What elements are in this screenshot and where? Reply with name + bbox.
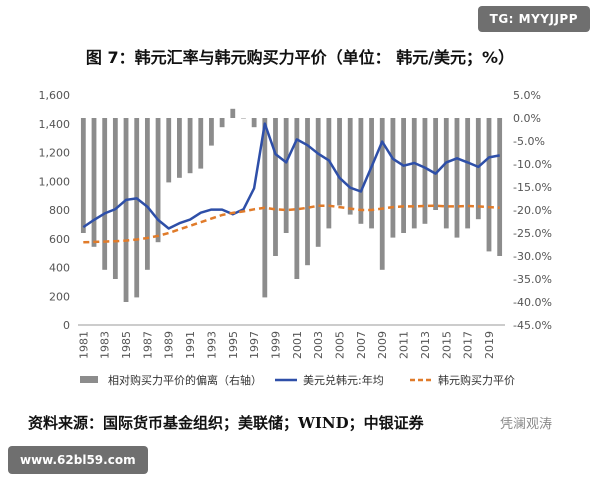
x-tick-label: 2005 xyxy=(334,331,347,359)
chart-title: 图 7：韩元汇率与韩元购买力平价（单位： 韩元/美元；%） xyxy=(85,48,515,67)
x-tick-label: 1981 xyxy=(77,331,90,359)
deviation-bar xyxy=(497,118,503,256)
deviation-bar xyxy=(390,118,396,238)
deviation-bar xyxy=(273,118,278,256)
x-tick-label: 1991 xyxy=(184,331,197,359)
deviation-bar xyxy=(422,118,428,224)
deviation-bar xyxy=(187,118,193,174)
krw-ppp-line xyxy=(83,204,500,244)
x-tick-label: 2019 xyxy=(483,331,496,359)
x-tick-label: 2009 xyxy=(376,331,389,359)
x-tick-label: 2003 xyxy=(312,331,325,359)
deviation-bar xyxy=(465,118,471,229)
krw-usd-line xyxy=(82,122,500,230)
x-tick-label: 2001 xyxy=(291,331,304,359)
deviation-bar xyxy=(230,108,236,118)
website-badge: www.62bl59.com xyxy=(8,446,148,474)
left-tick-label: 0 xyxy=(63,319,70,332)
right-tick-label: 5.0% xyxy=(513,89,541,102)
left-tick-label: 1,000 xyxy=(39,175,71,188)
right-tick-label: -5.0% xyxy=(513,135,545,148)
right-tick-label: -35.0% xyxy=(513,273,552,286)
deviation-bar xyxy=(294,118,300,279)
x-tick-label: 2011 xyxy=(398,331,411,359)
x-tick-label: 1983 xyxy=(99,331,112,359)
deviation-bar xyxy=(486,118,492,252)
x-tick-label: 1999 xyxy=(269,331,282,359)
x-tick-label: 1987 xyxy=(141,331,154,359)
x-tick-label: 1997 xyxy=(248,331,261,359)
right-tick-label: -25.0% xyxy=(513,227,552,240)
deviation-bar xyxy=(166,118,172,183)
right-tick-label: 0.0% xyxy=(513,112,541,125)
watermark-text: 凭澜观涛 xyxy=(500,417,553,432)
deviation-bar xyxy=(379,118,385,270)
deviation-bar xyxy=(401,118,406,233)
right-tick-label: -20.0% xyxy=(513,204,552,217)
deviation-bar xyxy=(219,118,225,128)
deviation-bar xyxy=(443,118,449,229)
deviation-bar xyxy=(198,118,204,169)
deviation-bar xyxy=(337,118,342,206)
left-tick-label: 1,200 xyxy=(39,147,71,160)
deviation-bar xyxy=(177,118,182,178)
deviation-bar xyxy=(155,118,161,243)
legend-swatch-bar xyxy=(80,376,98,383)
deviation-bar xyxy=(326,118,332,229)
telegram-badge: TG: MYYJJPP xyxy=(477,6,590,32)
deviation-bar xyxy=(134,118,140,298)
deviation-bar xyxy=(347,118,353,215)
deviation-bar xyxy=(91,118,97,247)
deviation-bar xyxy=(305,118,310,266)
deviation-bar xyxy=(209,118,214,146)
deviation-bar xyxy=(123,118,129,302)
right-tick-label: -45.0% xyxy=(513,319,552,332)
deviation-bar xyxy=(411,118,417,229)
x-tick-label: 2015 xyxy=(440,331,453,359)
right-tick-label: -30.0% xyxy=(513,250,552,263)
left-tick-label: 600 xyxy=(49,233,70,246)
deviation-bar xyxy=(433,118,439,210)
deviation-bar xyxy=(80,118,86,233)
x-tick-label: 1989 xyxy=(163,331,176,359)
x-tick-label: 2017 xyxy=(462,331,475,359)
x-tick-label: 2013 xyxy=(419,331,432,359)
deviation-bar xyxy=(358,118,364,224)
right-tick-label: -10.0% xyxy=(513,158,552,171)
deviation-bar xyxy=(315,118,321,247)
left-tick-label: 1,600 xyxy=(39,89,71,102)
deviation-bar xyxy=(251,118,257,128)
deviation-bar xyxy=(369,118,374,229)
x-tick-label: 1995 xyxy=(227,331,240,359)
deviation-bar xyxy=(102,118,108,270)
deviation-bar xyxy=(283,118,289,233)
deviation-bar xyxy=(241,118,246,119)
x-tick-label: 1993 xyxy=(205,331,218,359)
deviation-bar xyxy=(112,118,118,279)
right-tick-label: -40.0% xyxy=(513,296,552,309)
left-tick-label: 200 xyxy=(49,290,70,303)
deviation-bar xyxy=(144,118,150,270)
x-tick-label: 2007 xyxy=(355,331,368,359)
left-tick-label: 1,400 xyxy=(39,118,71,131)
deviation-bar xyxy=(454,118,460,238)
legend-label: 韩元购买力平价 xyxy=(438,373,515,387)
x-tick-label: 1985 xyxy=(120,331,133,359)
legend-label: 相对购买力平价的偏离（右轴） xyxy=(108,373,262,387)
left-tick-label: 400 xyxy=(49,262,70,275)
right-tick-label: -15.0% xyxy=(513,181,552,194)
left-tick-label: 800 xyxy=(49,204,70,217)
legend-label: 美元兑韩元:年均 xyxy=(303,373,384,387)
source-note: 资料来源：国际货币基金组织；美联储；WIND；中银证券 xyxy=(28,414,424,432)
deviation-bar xyxy=(475,118,481,220)
